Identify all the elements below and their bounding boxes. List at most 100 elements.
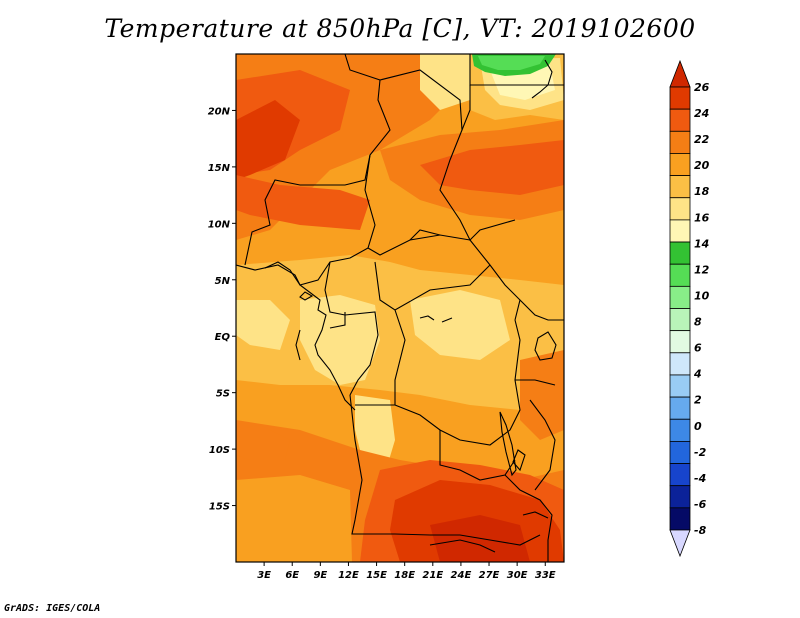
nile-delta-coast [531,59,553,99]
border-angola-zambia [439,430,516,481]
border-west-sahel [244,54,391,266]
colorbar-bottom-triangle [669,529,691,558]
colorbar-label: -2 [694,446,707,459]
lon-label: 27E [479,570,500,581]
border-car-sudan [469,239,521,321]
colorbar-label: 10 [694,289,710,302]
field-gabon-cool [300,295,380,385]
longitude-axis: 3E 6E 9E 12E 15E 18E 21E 24E 27E 30E 33E [257,562,556,581]
border-mozambique [504,474,553,562]
colorbar-box [669,153,691,176]
border-chad-libya [461,85,471,131]
lat-label: 15N [208,163,231,174]
colorbar-box [669,352,691,376]
colorbar-box [669,374,691,398]
colorbar-box [669,241,691,265]
colorbar-box [669,130,691,154]
footer-credit: GrADS: IGES/COLA [4,603,101,614]
field-west-hot [236,100,300,180]
colorbar-label: 14 [694,237,709,250]
colorbar-box [669,507,691,531]
colorbar-boxes [669,86,691,531]
colorbar-box [669,197,691,221]
colorbar-box [669,485,691,509]
border-niger-chad [379,69,516,241]
country-borders [236,54,564,562]
field-southwest-ocean [236,475,352,562]
border-drc [394,309,521,446]
river-congo [419,315,453,323]
border-tanzania [515,379,556,386]
colorbar-label: -4 [694,472,706,485]
border-zambia-south [430,534,541,546]
colorbar-label: 0 [694,420,702,433]
colorbar-label: 12 [694,263,710,276]
colorbar-box [669,440,691,464]
colorbar-box [669,418,691,442]
field-east-warm [520,350,564,440]
border-eq-guinea [329,312,346,329]
colorbar-box [669,263,691,287]
colorbar-label: 4 [693,368,702,381]
lake-mweru [512,449,526,472]
latitude-axis: 20N 15N 10N 5N EQ 5S 10S 15S [208,106,236,513]
border-caprivi [429,539,496,553]
coastline-west [236,264,356,411]
lake-kariba [522,511,549,519]
lat-label: 5S [216,389,230,400]
field-chad-hot [420,140,564,195]
lat-label: 10S [209,445,230,456]
colorbar-label: 16 [694,211,710,224]
colorbar-box [669,396,691,420]
map-frame [235,53,565,563]
lake-victoria [534,331,557,361]
lat-label: 10N [208,219,231,230]
colorbar-box [669,108,691,132]
colorbar-box [669,219,691,243]
border-angola-namibia [349,394,431,536]
field-congo-cool [410,290,510,360]
field-ocean-warm-patch [236,425,290,460]
coast-gabon [295,329,301,361]
lon-label: 33E [535,570,556,581]
border-car-drc [374,261,491,311]
lat-label: 15S [209,502,230,513]
colorbar-label: 18 [694,185,710,198]
lon-label: 30E [507,570,528,581]
lon-label: 24E [451,570,472,581]
colorbar-label: 26 [694,81,710,94]
colorbar-label: 2 [694,394,702,407]
colorbar-box [669,285,691,309]
lon-label: 6E [285,570,299,581]
field-sahel-hot [236,175,370,230]
colorbar-box [669,463,691,487]
border-lake-malawi [529,399,556,491]
colorbar-label: -6 [694,498,707,511]
temperature-field [236,54,564,562]
field-libya-cool [420,54,470,110]
lat-label: EQ [215,332,231,343]
border-uganda-kenya [519,299,564,321]
lon-label: 9E [313,570,327,581]
colorbar-label: 22 [694,133,710,146]
colorbar-box [669,330,691,354]
lat-label: 20N [208,106,231,117]
field-gulf-cool [236,300,290,350]
colorbar-top-triangle [669,59,691,88]
lon-label: 3E [257,570,271,581]
colorbar-box [669,308,691,332]
field-mediterranean-cold-2 [478,56,545,70]
lon-label: 12E [338,570,359,581]
lon-label: 18E [394,570,415,581]
border-chad-car [409,229,441,241]
colorbar-box [669,86,691,110]
lon-label: 15E [366,570,387,581]
lat-label: 5N [215,276,231,287]
colorbar-label: 6 [694,342,702,355]
colorbar-label: 8 [694,316,702,329]
colorbar-label: -8 [694,524,707,537]
colorbar-box [669,175,691,199]
